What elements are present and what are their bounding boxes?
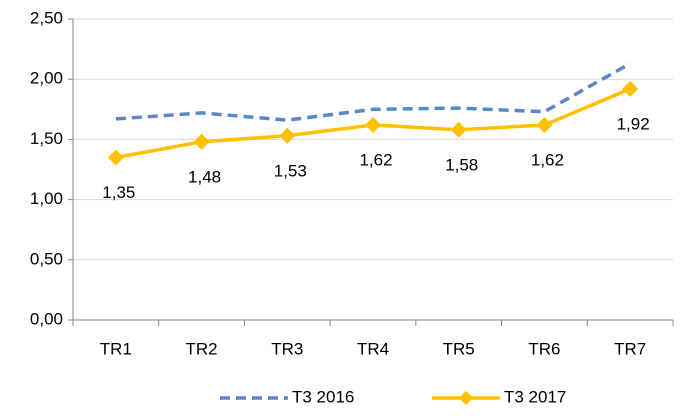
data-label: 1,92 [617, 114, 650, 133]
data-label: 1,58 [445, 155, 478, 174]
x-tick-label: TR6 [528, 339, 560, 358]
x-tick-label: TR4 [357, 339, 389, 358]
legend-label: T3 2016 [292, 387, 354, 406]
point-marker [365, 116, 381, 133]
legend-marker [459, 391, 473, 405]
point-marker [193, 133, 210, 150]
y-tick-label: 0,50 [30, 249, 63, 268]
data-label: 1,62 [531, 150, 564, 169]
x-tick-label: TR5 [443, 339, 475, 358]
y-tick-label: 2,50 [30, 8, 63, 27]
y-tick-label: 1,00 [30, 189, 63, 208]
legend-label: T3 2017 [504, 387, 566, 406]
y-tick-label: 2,00 [30, 69, 63, 88]
point-marker [622, 80, 639, 97]
y-tick-label: 0,00 [30, 309, 63, 328]
point-marker [450, 121, 467, 138]
x-tick-label: TR2 [186, 339, 218, 358]
point-marker [107, 149, 124, 166]
data-label: 1,62 [359, 150, 392, 169]
point-marker [536, 116, 553, 133]
x-tick-label: TR1 [100, 339, 132, 358]
x-tick-label: TR7 [614, 339, 646, 358]
data-label: 1,48 [188, 167, 221, 186]
data-label: 1,35 [102, 183, 135, 202]
series-line [115, 62, 632, 122]
x-tick-label: TR3 [271, 339, 303, 358]
point-marker [279, 127, 296, 144]
data-label: 1,53 [274, 161, 307, 180]
y-tick-label: 1,50 [30, 129, 63, 148]
